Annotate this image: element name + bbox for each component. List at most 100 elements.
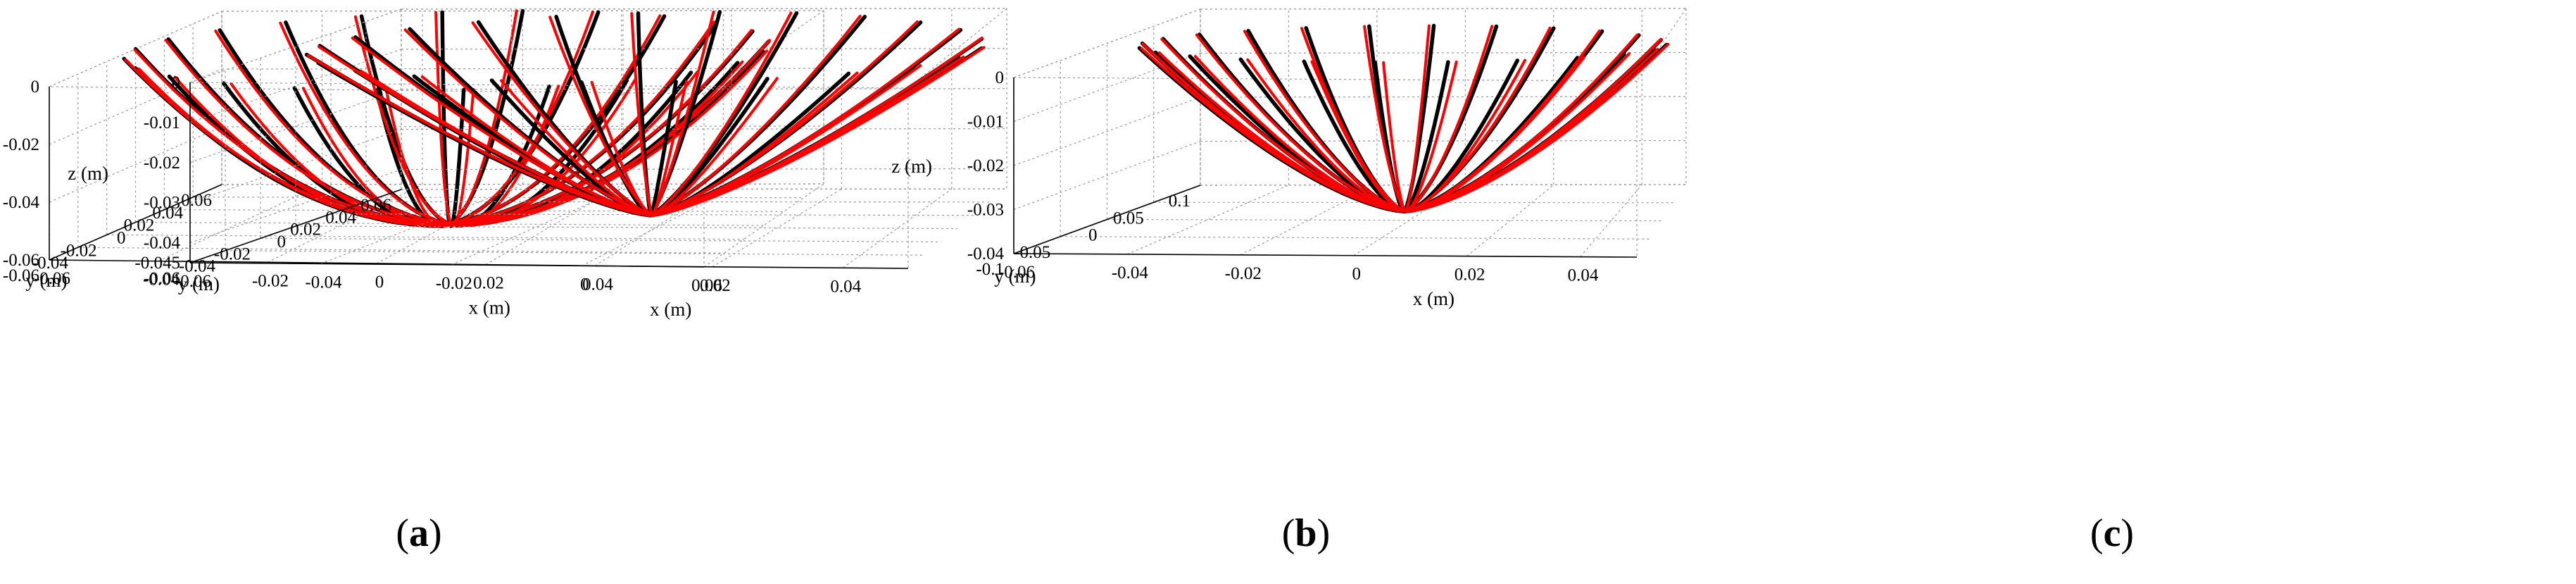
series-red-meridian [1404, 24, 1431, 213]
grid-line-z-back [1200, 139, 1687, 142]
axis-lines [189, 82, 909, 269]
grid-line-x-floor [1126, 185, 1289, 255]
box-edge [907, 8, 1007, 89]
series-red-meridian [651, 15, 862, 217]
series-red-meridian [1404, 56, 1585, 213]
series-red-meridian [1404, 47, 1659, 213]
z-tick-label: -0.04 [3, 193, 40, 212]
series-red [1140, 24, 1670, 213]
caption-open: ( [1282, 511, 1295, 555]
y-tick-label: -0.05 [1014, 243, 1050, 262]
series-red-meridian [1246, 58, 1407, 213]
grid-line-y-floor [260, 237, 941, 242]
y-tick-label: -0.1 [976, 260, 1004, 279]
grid-line-z-back [1200, 51, 1687, 54]
series-red-meridian [500, 79, 654, 217]
series-red-meridian [403, 28, 654, 217]
panels: -0.06 -0.04 -0.02 0 0.02 0.04 0.06-0.06-0.04-0… [3, 8, 1687, 320]
z-tick-label: -0.03 [144, 194, 180, 213]
series-red-meridian [359, 69, 654, 217]
series-red-meridian [353, 15, 453, 225]
caption-close: ) [1317, 511, 1331, 555]
grid-line-y-floor [295, 225, 958, 230]
y-tick-label: 0.02 [124, 216, 155, 235]
series-red-meridian [384, 89, 453, 228]
series-red-meridian [1404, 25, 1494, 213]
y-tick-label: 0 [1088, 226, 1098, 245]
series-red-meridian [1195, 33, 1407, 213]
panel-c: -0.06 -0.04 -0.02 0 0.02 0.04-0.1-0.0500.050.… [891, 8, 1687, 309]
series-red-meridian [449, 14, 662, 225]
box-edge [1636, 8, 1687, 82]
series-red-meridian [434, 11, 453, 225]
z-tick-label: -0.01 [967, 113, 1004, 132]
x-axis-label: x (m) [469, 297, 510, 318]
grid-line-x-floor [1240, 185, 1378, 256]
series-red-meridian [1157, 51, 1407, 213]
z-axis-label: z (m) [68, 163, 108, 184]
grid-line-x-floor [1580, 184, 1642, 257]
series-black-meridian [1402, 60, 1450, 213]
x-tick-label: 0 [1352, 265, 1361, 284]
series-black-meridian [648, 80, 678, 218]
z-tick-label: -0.02 [144, 154, 180, 173]
z-tick-label: 0 [995, 68, 1005, 87]
y-tick-label: -0.06 [144, 269, 180, 288]
x-tick-label: 0.02 [700, 276, 731, 295]
y-tick-label: 0 [277, 232, 287, 251]
grid-line-z-side [49, 126, 222, 203]
series-red [306, 11, 986, 217]
caption-close: ) [2121, 511, 2134, 555]
x-axis-label: x (m) [1413, 288, 1455, 309]
y-axis-label: y (m) [994, 266, 1036, 287]
series-red-meridian [1404, 58, 1527, 213]
series-red-meridian [214, 30, 453, 225]
tick-labels: -0.06 -0.04 -0.02 0 0.02 0.04-0.1-0.0500.050.… [967, 68, 1599, 285]
series-red-meridian [1243, 30, 1407, 213]
z-tick-label: -0.06 [3, 251, 39, 270]
z-axis-label: z (m) [891, 156, 932, 177]
panel-caption-a: (a) [396, 511, 441, 555]
y-tick-label: 0.02 [290, 220, 321, 240]
y-tick-label: -0.06 [3, 266, 39, 285]
x-tick-label: -0.02 [252, 271, 289, 290]
box-edge [401, 188, 1007, 190]
x-tick-label: 0.04 [830, 277, 861, 296]
series-red-meridian [590, 80, 654, 217]
grid-line-x-floor [712, 188, 842, 268]
series-red-meridian [230, 82, 453, 228]
caption-label: a [409, 511, 429, 555]
grid-line-z-side [1013, 97, 1201, 166]
grid-line-z-side [1013, 140, 1201, 211]
series-red-meridian [630, 12, 654, 217]
y-tick-label: 0 [117, 229, 126, 248]
y-axis-line [1013, 185, 1201, 254]
box-edge [1200, 8, 1687, 10]
x-tick-label: -0.04 [143, 271, 180, 290]
tick-labels: -0.06 -0.04 -0.02 0 0.02 0.04-0.06-0.04-0.020… [134, 73, 861, 296]
grid-line-z-side [1013, 52, 1201, 123]
series-black-meridian [648, 77, 769, 218]
y-tick-label: 0.04 [152, 204, 183, 223]
box-edge [401, 8, 1007, 10]
x-tick-label: -0.04 [1112, 263, 1149, 282]
series-red-meridian [651, 71, 859, 217]
x-axis-line [1013, 253, 1638, 258]
grid-line-y-floor [135, 221, 765, 226]
x-tick-label: -0.06 [998, 263, 1035, 282]
x-tick-label: -0.04 [305, 273, 342, 292]
series-red-meridian [1363, 25, 1407, 213]
x-axis-line [189, 262, 909, 269]
grid-line-y-floor [225, 250, 925, 256]
series-red-meridian [1404, 61, 1458, 213]
z-tick-label: -0.045 [134, 254, 180, 273]
y-axis-line [189, 189, 402, 263]
z-tick-label: -0.01 [144, 113, 180, 132]
caption-label: c [2104, 511, 2121, 555]
caption-open: ( [2090, 511, 2104, 555]
panel-caption-b: (b) [1282, 511, 1330, 555]
x-axis-label: x (m) [650, 299, 691, 320]
grid-line-x-floor [1466, 184, 1554, 257]
z-tick-label: 0 [172, 73, 181, 92]
panel-b: -0.06 -0.04 -0.02 0 0.02 0.04-0.06-0.04-0.020… [68, 8, 1007, 320]
